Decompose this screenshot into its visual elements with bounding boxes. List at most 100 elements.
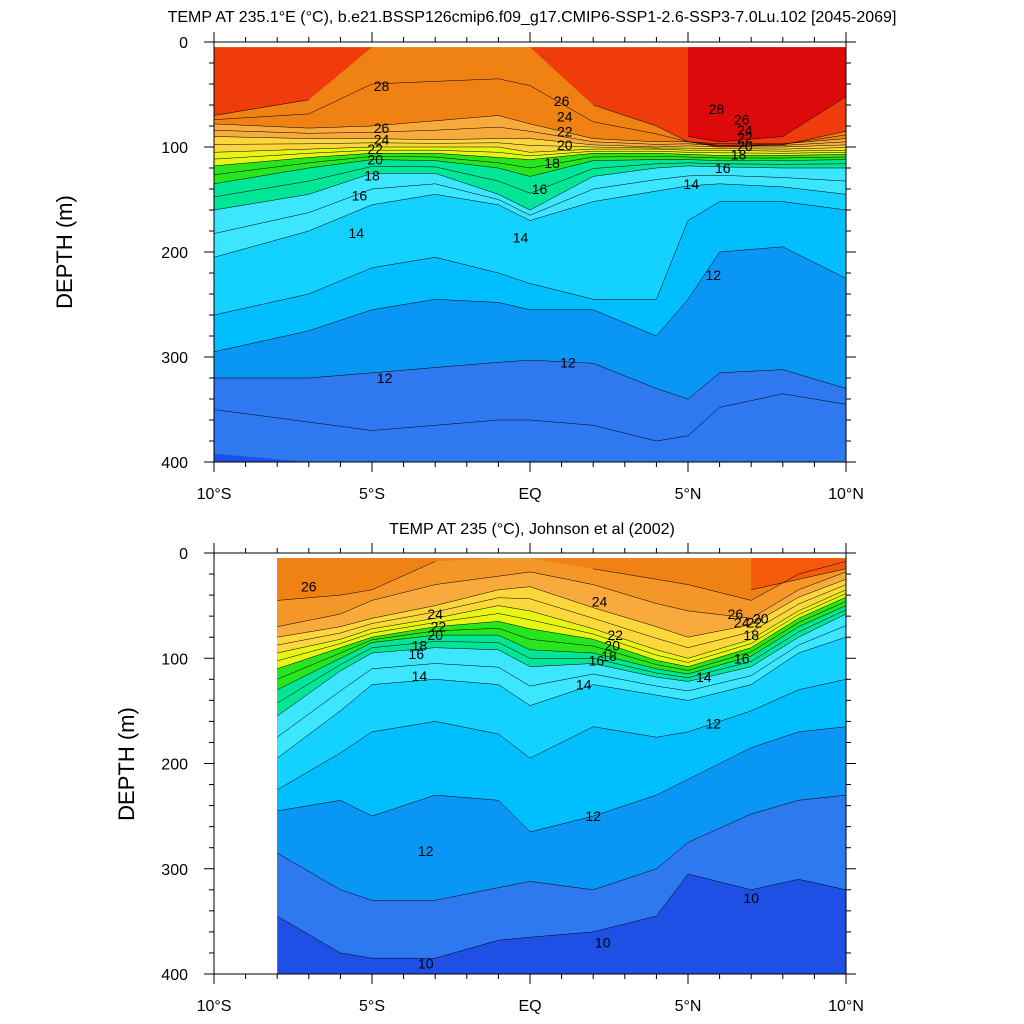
x-tick-label: 10°S bbox=[197, 998, 232, 1015]
isotherm-line bbox=[277, 589, 847, 659]
contour-label: 22 bbox=[737, 130, 753, 146]
isotherm-line bbox=[213, 393, 847, 442]
contour-label: 18 bbox=[731, 146, 747, 162]
isotherm-line bbox=[213, 153, 847, 167]
contour-label: 22 bbox=[608, 627, 624, 643]
contour-label: 24 bbox=[737, 122, 753, 138]
contour-label: 24 bbox=[592, 593, 608, 609]
y-tick-label: 400 bbox=[161, 967, 188, 984]
y-axis-ticks: 0 100 200 300 400 bbox=[161, 35, 856, 472]
y-axis-ticks: 0 100 200 300 400 bbox=[161, 546, 856, 984]
axes: 0 100 200 300 400 10°S 5°S EQ 5°N 10°N bbox=[161, 543, 864, 1015]
contour-label: 16 bbox=[589, 652, 605, 668]
y-tick-label: 300 bbox=[161, 350, 188, 367]
contour-label: 12 bbox=[418, 843, 434, 859]
contour-label: 16 bbox=[715, 160, 731, 176]
contour-label: 28 bbox=[374, 78, 390, 94]
chart-title: TEMP AT 235.1°E (°C), b.e21.BSSP126cmip6… bbox=[168, 9, 897, 26]
contour-label: 20 bbox=[737, 138, 753, 154]
isotherm-line bbox=[277, 679, 847, 791]
contour-label: 18 bbox=[364, 167, 380, 183]
x-tick-label: 5°N bbox=[675, 486, 702, 503]
isotherm-line bbox=[213, 146, 847, 153]
contour-label: 20 bbox=[604, 638, 620, 654]
contour-labels: 2624222018161412102422201816141210262422… bbox=[301, 579, 769, 972]
isotherm-line bbox=[213, 246, 847, 353]
isotherm-line bbox=[213, 165, 846, 211]
isotherm-line bbox=[213, 159, 847, 185]
shading-band bbox=[277, 558, 846, 601]
isotherm-line bbox=[277, 613, 847, 717]
isotherm-line bbox=[213, 149, 847, 160]
contour-labels: 2826242220181614122624222018161412141618… bbox=[348, 78, 752, 386]
isotherm-line bbox=[213, 78, 847, 146]
contour-label: 20 bbox=[427, 627, 443, 643]
contour-label: 12 bbox=[706, 267, 722, 283]
contour-label: 26 bbox=[734, 112, 750, 128]
x-tick-label: 10°S bbox=[197, 486, 232, 503]
contour-label: 16 bbox=[532, 181, 548, 197]
isotherm-line bbox=[213, 136, 847, 148]
y-tick-label: 400 bbox=[161, 455, 188, 472]
contour-label: 24 bbox=[374, 132, 390, 148]
isotherm-line bbox=[277, 561, 847, 601]
y-tick-label: 0 bbox=[179, 35, 188, 52]
y-tick-label: 200 bbox=[161, 245, 188, 262]
contour-label: 14 bbox=[412, 668, 428, 684]
isotherm-line bbox=[214, 359, 847, 400]
isotherm-line bbox=[213, 156, 847, 176]
contour-label: 22 bbox=[557, 123, 573, 139]
contour-label: 18 bbox=[412, 638, 428, 654]
shading-band bbox=[214, 453, 309, 462]
isotherm-line bbox=[213, 115, 847, 145]
isotherm-line bbox=[277, 584, 847, 648]
contour-label: 14 bbox=[683, 176, 699, 192]
y-tick-label: 0 bbox=[179, 546, 188, 563]
isotherm-line bbox=[213, 142, 847, 150]
y-tick-label: 300 bbox=[161, 862, 188, 879]
isotherm-line bbox=[277, 794, 847, 901]
contour-label: 22 bbox=[747, 615, 763, 631]
isotherm-line bbox=[213, 183, 847, 258]
contour-label: 16 bbox=[352, 187, 368, 203]
contour-label: 28 bbox=[709, 101, 725, 117]
contour-label: 10 bbox=[595, 934, 611, 950]
isotherm-line bbox=[277, 571, 847, 627]
y-tick-label: 100 bbox=[161, 651, 188, 668]
shading-band bbox=[688, 47, 846, 142]
contour-label: 22 bbox=[431, 619, 447, 635]
contour-label: 12 bbox=[585, 808, 601, 824]
chart-panel-bottom: TEMP AT 235 (°C), Johnson et al (2002) D… bbox=[114, 521, 864, 1015]
plot-area: 2624222018161412102422201816141210262422… bbox=[277, 558, 847, 974]
x-tick-label: 5°S bbox=[359, 998, 385, 1015]
contour-label: 18 bbox=[544, 155, 560, 171]
contour-label: 10 bbox=[418, 956, 434, 972]
x-tick-label: 5°N bbox=[675, 998, 702, 1015]
isotherm-lines bbox=[277, 561, 847, 959]
x-axis-ticks: 10°S 5°S EQ 5°N 10°N bbox=[197, 32, 864, 503]
y-tick-label: 200 bbox=[161, 757, 188, 774]
x-axis-ticks: 10°S 5°S EQ 5°N 10°N bbox=[197, 543, 864, 1015]
chart-panel-top: TEMP AT 235.1°E (°C), b.e21.BSSP126cmip6… bbox=[52, 9, 896, 503]
isotherm-line bbox=[277, 593, 847, 663]
contour-label: 26 bbox=[374, 120, 390, 136]
isotherm-line bbox=[277, 636, 847, 759]
contour-label: 24 bbox=[557, 109, 573, 125]
contour-label: 10 bbox=[743, 890, 759, 906]
contour-label: 12 bbox=[706, 716, 722, 732]
isotherm-line bbox=[277, 601, 847, 680]
contour-label: 20 bbox=[753, 610, 769, 626]
contour-label: 14 bbox=[348, 225, 364, 241]
contour-label: 26 bbox=[554, 93, 570, 109]
x-tick-label: EQ bbox=[518, 998, 541, 1015]
x-tick-label: 5°S bbox=[359, 486, 385, 503]
isotherm-line bbox=[687, 96, 847, 143]
contour-label: 22 bbox=[367, 141, 383, 157]
contour-label: 26 bbox=[728, 606, 744, 622]
contour-label: 12 bbox=[377, 370, 393, 386]
y-tick-label: 100 bbox=[161, 140, 188, 157]
isotherm-line bbox=[277, 596, 847, 670]
isotherm-line bbox=[277, 579, 847, 638]
contour-label: 12 bbox=[560, 354, 576, 370]
plot-area: 2826242220181614122624222018161412141618… bbox=[213, 47, 847, 462]
